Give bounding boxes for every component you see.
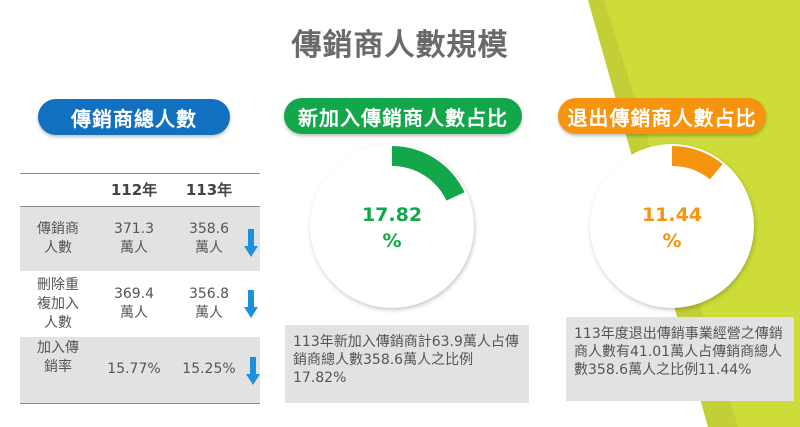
header-113: 113年 xyxy=(185,180,233,199)
new-distributors-ratio-heading: 新加入傳銷商人數占比 xyxy=(284,98,522,134)
row-value-113: 15.25% xyxy=(182,361,236,377)
new-distributors-donut: 17.82 % xyxy=(310,144,474,308)
row-label: 傳銷商 人數 xyxy=(37,221,79,256)
row-value-112: 369.4 萬人 xyxy=(113,286,155,321)
down-arrow-icon xyxy=(246,357,260,385)
new-ratio-number: 17.82 xyxy=(361,204,423,226)
new-ratio-note: 113年新加入傳銷商計63.9萬人占傳銷商總人數358.6萬人之比例17.82% xyxy=(285,325,529,403)
page-title: 傳銷商人數規模 xyxy=(291,28,509,63)
exit-ratio-arc xyxy=(672,145,723,180)
exit-distributors-donut: 11.44 % xyxy=(590,144,754,308)
total-distributors-heading: 傳銷商總人數 xyxy=(38,99,230,135)
row-value-113: 356.8 萬人 xyxy=(188,286,230,321)
exit-ratio-value: 11.44 % xyxy=(590,202,754,254)
table-row: 刪除重 複加入 人數 369.4 萬人 356.8 萬人 xyxy=(20,271,260,337)
new-ratio-unit: % xyxy=(382,230,402,252)
new-ratio-arc xyxy=(392,146,465,201)
row-value-112: 15.77% xyxy=(107,361,161,377)
new-ratio-value: 17.82 % xyxy=(310,202,474,254)
down-arrow-icon xyxy=(244,229,258,257)
exit-ratio-number: 11.44 xyxy=(641,204,703,226)
row-value-112: 371.3 萬人 xyxy=(113,221,155,256)
table-header: 112年 113年 xyxy=(20,173,260,207)
row-value-113: 358.6 萬人 xyxy=(188,221,230,256)
header-112: 112年 xyxy=(110,180,158,199)
exit-ratio-unit: % xyxy=(662,230,682,252)
exit-ratio-note: 113年度退出傳銷事業經營之傳銷商人數有41.01萬人占傳銷商總人數358.6萬… xyxy=(566,317,794,401)
row-label: 加入傳 銷率 xyxy=(37,340,79,375)
down-arrow-icon xyxy=(244,290,258,318)
exit-distributors-ratio-heading: 退出傳銷商人數占比 xyxy=(558,98,766,134)
table-row: 傳銷商 人數 371.3 萬人 358.6 萬人 xyxy=(20,207,260,271)
table-row: 加入傳 銷率 15.77% 15.25% xyxy=(20,337,260,404)
row-label: 刪除重 複加入 人數 xyxy=(37,276,79,331)
distributor-stats-table: 112年 113年 傳銷商 人數 371.3 萬人 358.6 萬人 刪除重 複… xyxy=(20,173,260,404)
